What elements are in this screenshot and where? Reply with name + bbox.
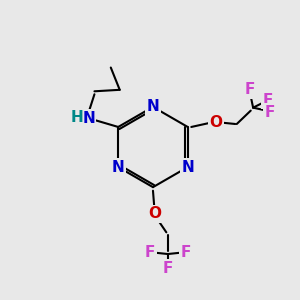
Text: N: N [181, 160, 194, 175]
Text: F: F [245, 82, 255, 97]
Text: F: F [163, 261, 173, 276]
Text: O: O [209, 115, 223, 130]
Text: F: F [264, 105, 274, 120]
Text: N: N [82, 110, 95, 125]
Text: O: O [148, 206, 161, 221]
Text: F: F [181, 245, 191, 260]
Text: H: H [71, 110, 84, 125]
Text: F: F [263, 93, 273, 108]
Text: F: F [145, 245, 155, 260]
Text: N: N [112, 160, 124, 175]
Text: N: N [147, 99, 159, 114]
